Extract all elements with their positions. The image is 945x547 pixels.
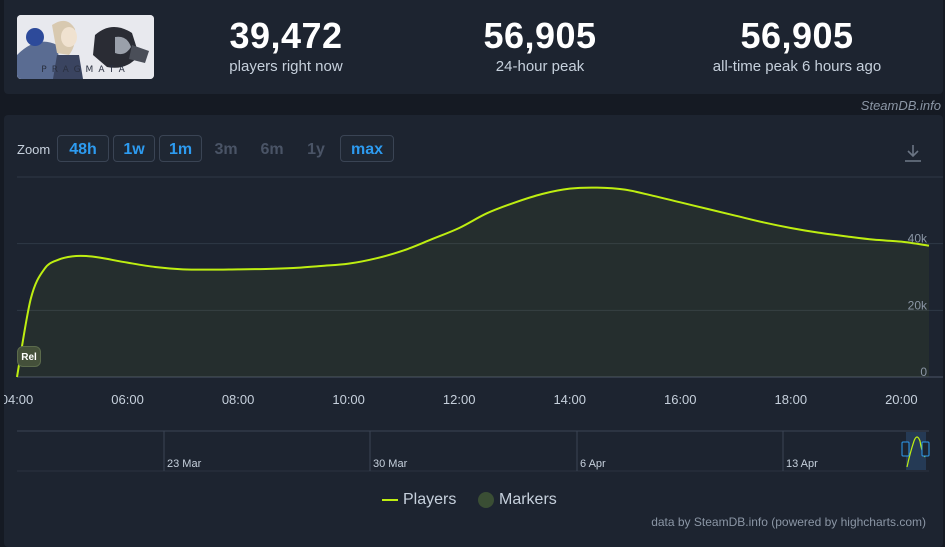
- navigator-selection: [906, 432, 926, 470]
- all-time-peak-value: 56,905: [740, 15, 854, 56]
- navigator-label: 30 Mar: [373, 458, 408, 470]
- zoom-label: Zoom: [17, 142, 51, 157]
- players-area: [17, 187, 929, 377]
- legend-markers[interactable]: Markers: [478, 488, 568, 512]
- y-tick-label: 20k: [908, 298, 928, 312]
- stat-24h-peak: 56,905 24-hour peak: [410, 15, 670, 76]
- current-players-value: 39,472: [229, 15, 343, 56]
- x-tick-label: 18:00: [775, 392, 808, 407]
- steamdb-credit-link[interactable]: SteamDB.info: [860, 98, 941, 113]
- all-time-peak-label: all-time peak 6 hours ago: [712, 58, 882, 75]
- chart-legend: Players Markers: [4, 488, 943, 512]
- game-logo[interactable]: PRAGMATA: [17, 15, 154, 79]
- players-line: [16, 186, 930, 378]
- x-tick-label: 16:00: [664, 392, 697, 407]
- zoom-3m-button[interactable]: 3m: [214, 141, 238, 158]
- stat-current-players: 39,472 players right now: [156, 15, 416, 76]
- chart-panel: Zoom 48h 1w 1m 3m 6m 1y max 04:00 06:00 08…: [4, 115, 943, 547]
- zoom-48h-button[interactable]: 48h: [57, 135, 109, 162]
- release-marker[interactable]: Rel: [17, 346, 41, 367]
- navigator-handle: [921, 441, 930, 457]
- navigator-label: 13 Apr: [786, 458, 818, 470]
- zoom-6m-button[interactable]: 6m: [260, 141, 284, 158]
- player-count-chart[interactable]: 04:00 06:00 08:00 10:00 12:00 14:00 16:00 18:00…: [4, 115, 943, 485]
- download-icon[interactable]: [902, 142, 924, 164]
- x-tick-label: 14:00: [553, 392, 586, 407]
- x-tick-label: 04:00: [4, 392, 33, 407]
- zoom-1m-button[interactable]: 1m: [159, 135, 202, 162]
- players-line-swatch: [382, 499, 398, 501]
- x-tick-label: 08:00: [222, 392, 255, 407]
- x-tick-label: 12:00: [443, 392, 476, 407]
- data-credit[interactable]: data by SteamDB.info (powered by highcha…: [651, 515, 926, 529]
- x-tick-label: 20:00: [885, 392, 918, 407]
- legend-players[interactable]: Players: [382, 488, 462, 512]
- legend-players-label: Players: [403, 491, 457, 508]
- x-tick-label: 10:00: [332, 392, 365, 407]
- stat-all-time-peak: 56,905 all-time peak 6 hours ago: [667, 15, 927, 76]
- zoom-1w-button[interactable]: 1w: [113, 135, 155, 162]
- current-players-label: players right now: [229, 58, 343, 75]
- navigator-handle: [901, 441, 910, 457]
- markers-dot-swatch: [478, 492, 494, 508]
- x-tick-label: 06:00: [111, 392, 144, 407]
- legend-markers-label: Markers: [499, 491, 557, 508]
- navigator-label: 23 Mar: [167, 458, 202, 470]
- game-logo-text: PRAGMATA: [41, 65, 130, 75]
- stats-panel: PRAGMATA 39,472 players right now 56,905…: [4, 0, 943, 94]
- peak-24h-label: 24-hour peak: [495, 58, 585, 75]
- zoom-max-button[interactable]: max: [340, 135, 394, 162]
- navigator-label: 6 Apr: [580, 458, 606, 470]
- peak-24h-value: 56,905: [483, 15, 597, 56]
- y-tick-label: 40k: [908, 232, 928, 246]
- y-tick-label: 0: [920, 365, 927, 379]
- zoom-1y-button[interactable]: 1y: [307, 141, 325, 158]
